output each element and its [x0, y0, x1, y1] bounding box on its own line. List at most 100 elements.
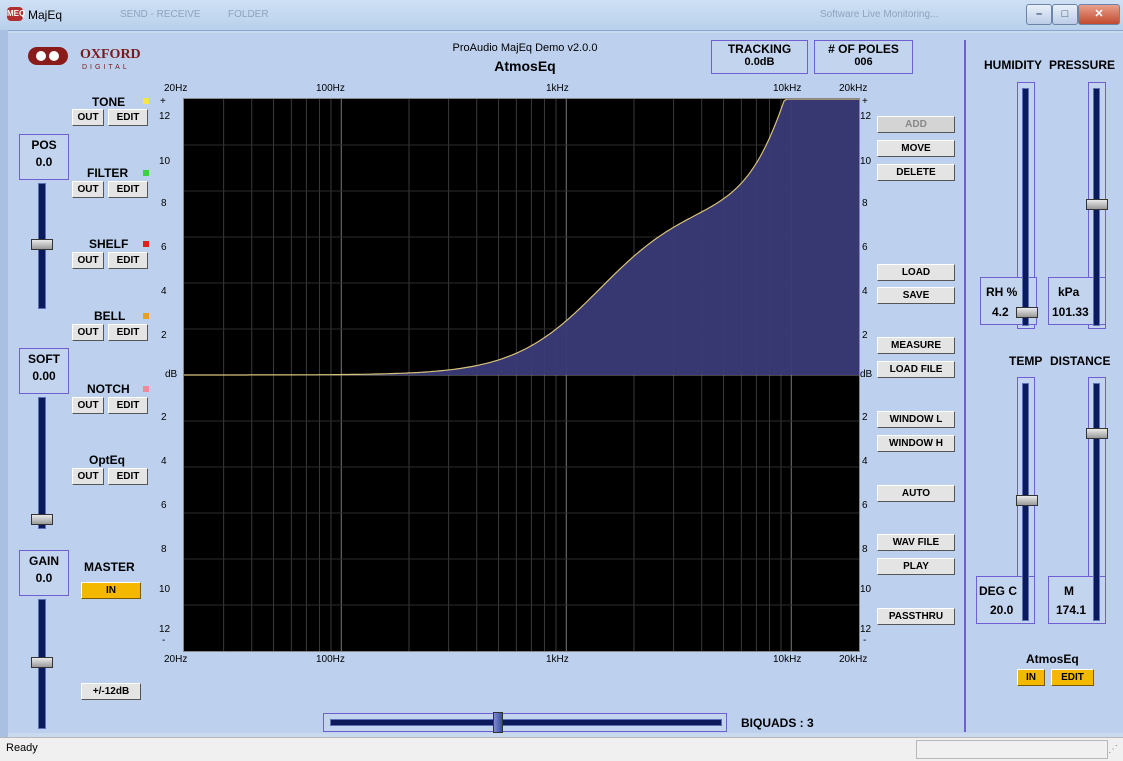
atmoseq-in-button[interactable]: IN: [1017, 669, 1045, 686]
humidity-unit: RH %: [986, 285, 1018, 299]
close-button[interactable]: ✕: [1078, 4, 1120, 25]
bell-edit-button[interactable]: EDIT: [108, 324, 148, 341]
pressure-value: 101.33: [1052, 305, 1089, 319]
distance-value: 174.1: [1056, 603, 1087, 617]
humidity-slider-track[interactable]: [1022, 88, 1029, 326]
auto-button[interactable]: AUTO: [877, 485, 955, 502]
db-left-neg4: 4: [161, 456, 167, 467]
opteq-out-button[interactable]: OUT: [72, 468, 104, 485]
app-icon: MEQ: [7, 7, 25, 21]
db-right-8: 8: [862, 198, 868, 209]
db-left-10: 10: [159, 156, 171, 167]
freq-label-bottom-100hz: 100Hz: [316, 654, 345, 665]
temp-slider-thumb[interactable]: [1016, 495, 1038, 506]
db-right-neg4: 4: [862, 456, 868, 467]
gain-label: GAIN: [29, 554, 59, 568]
opteq-edit-button[interactable]: EDIT: [108, 468, 148, 485]
range-12db-button[interactable]: +/-12dB: [81, 683, 141, 700]
pos-label: POS: [31, 138, 57, 152]
tone-color-indicator: [143, 98, 149, 104]
measure-button[interactable]: MEASURE: [877, 337, 955, 354]
db-right-db: dB: [860, 369, 873, 380]
pressure-label: PRESSURE: [1049, 58, 1116, 72]
db-left-8: 8: [161, 198, 167, 209]
db-left-6: 6: [161, 242, 167, 253]
master-in-button[interactable]: IN: [81, 582, 141, 599]
move-button[interactable]: MOVE: [877, 140, 955, 157]
resize-grip-icon[interactable]: ⋰: [1108, 744, 1118, 755]
notch-out-button[interactable]: OUT: [72, 397, 104, 414]
gain-slider-thumb[interactable]: [31, 657, 53, 668]
db-left-neg12: 12: [159, 624, 171, 635]
filter-label: FILTER: [87, 166, 129, 180]
window-l-button[interactable]: WINDOW L: [877, 411, 955, 428]
notch-color-indicator: [143, 386, 149, 392]
shelf-out-button[interactable]: OUT: [72, 252, 104, 269]
filter-out-button[interactable]: OUT: [72, 181, 104, 198]
tracking-value: 0.0dB: [744, 56, 775, 68]
poles-value: 006: [854, 56, 873, 68]
biquad-slider-track[interactable]: [330, 719, 722, 726]
tone-out-button[interactable]: OUT: [72, 109, 104, 126]
tracking-label: TRACKING: [727, 42, 792, 56]
passthru-button[interactable]: PASSTHRU: [877, 608, 955, 625]
bell-label: BELL: [94, 309, 126, 323]
atmoseq-edit-button[interactable]: EDIT: [1051, 669, 1094, 686]
load-button[interactable]: LOAD: [877, 264, 955, 281]
soft-slider-track[interactable]: [38, 397, 46, 529]
filter-color-indicator: [143, 170, 149, 176]
freq-label-top-100hz: 100Hz: [316, 83, 345, 94]
brand-name: OXFORD: [80, 47, 141, 62]
eq-response-plot[interactable]: [183, 98, 860, 652]
biquad-slider-thumb[interactable]: [493, 712, 503, 733]
minimize-button[interactable]: –: [1026, 4, 1052, 25]
notch-edit-button[interactable]: EDIT: [108, 397, 148, 414]
pos-slider-thumb[interactable]: [31, 239, 53, 250]
freq-label-bottom-10khz: 10kHz: [773, 654, 802, 665]
poles-display: # OF POLES 006: [814, 40, 913, 74]
delete-button[interactable]: DELETE: [877, 164, 955, 181]
window-h-button[interactable]: WINDOW H: [877, 435, 955, 452]
wav-file-button[interactable]: WAV FILE: [877, 534, 955, 551]
humidity-value: 4.2: [992, 305, 1009, 319]
save-button[interactable]: SAVE: [877, 287, 955, 304]
pressure-slider-thumb[interactable]: [1086, 199, 1108, 210]
temp-unit: DEG C: [979, 584, 1018, 598]
right-panel-divider: [964, 40, 966, 732]
opteq-label: OptEq: [89, 453, 125, 467]
tone-edit-button[interactable]: EDIT: [108, 109, 148, 126]
status-text: Ready: [6, 742, 38, 754]
toolbar-faded-folder: FOLDER: [228, 9, 269, 20]
soft-slider-thumb[interactable]: [31, 514, 53, 525]
preset-name: AtmosEq: [494, 58, 556, 74]
distance-label: DISTANCE: [1050, 354, 1111, 368]
toolbar-faded-send: SEND - RECEIVE: [120, 9, 201, 20]
db-right-neg10: 10: [860, 584, 872, 595]
db-right-neg6: 6: [862, 500, 868, 511]
freq-label-bottom-1khz: 1kHz: [546, 654, 569, 665]
db-left-neg8: 8: [161, 544, 167, 555]
bell-out-button[interactable]: OUT: [72, 324, 104, 341]
freq-label-bottom-20khz: 20kHz: [839, 654, 868, 665]
eq-curve-area: [184, 99, 859, 375]
add-button[interactable]: ADD: [877, 116, 955, 133]
poles-label: # OF POLES: [828, 42, 899, 56]
load-file-button[interactable]: LOAD FILE: [877, 361, 955, 378]
distance-unit: M: [1064, 584, 1074, 598]
distance-slider-thumb[interactable]: [1086, 428, 1108, 439]
db-left-neg10: 10: [159, 584, 171, 595]
filter-edit-button[interactable]: EDIT: [108, 181, 148, 198]
gain-display: GAIN 0.0: [19, 550, 69, 596]
bell-color-indicator: [143, 313, 149, 319]
freq-label-top-10khz: 10kHz: [773, 83, 802, 94]
humidity-slider-thumb[interactable]: [1016, 307, 1038, 318]
notch-label: NOTCH: [87, 382, 130, 396]
toolbar-faded-right: Software Live Monitoring...: [820, 9, 939, 20]
distance-slider-track[interactable]: [1093, 383, 1100, 621]
oxford-logo-icon: [28, 47, 68, 65]
shelf-edit-button[interactable]: EDIT: [108, 252, 148, 269]
db-left-4: 4: [161, 286, 167, 297]
maximize-button[interactable]: □: [1052, 4, 1078, 25]
eq-plot-svg: [184, 98, 859, 651]
play-button[interactable]: PLAY: [877, 558, 955, 575]
